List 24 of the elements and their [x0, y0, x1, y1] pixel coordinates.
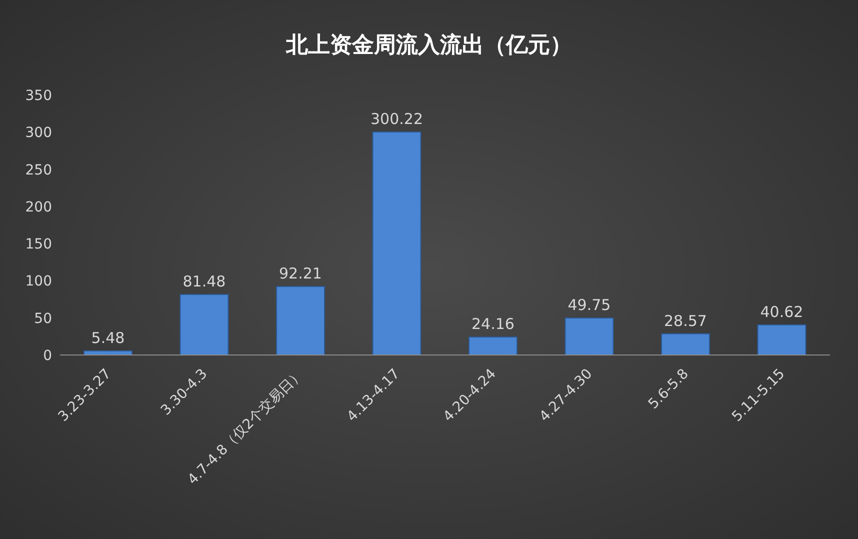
- bar: [372, 131, 422, 355]
- data-label: 49.75: [568, 296, 611, 314]
- y-tick-label: 250: [25, 162, 52, 178]
- bar: [468, 336, 518, 355]
- y-tick-label: 350: [25, 88, 52, 104]
- bar: [180, 294, 229, 355]
- chart-title: 北上资金周流入流出（亿元）: [284, 32, 573, 60]
- y-tick-label: 200: [25, 199, 52, 216]
- data-label: 24.16: [472, 315, 514, 334]
- data-label: 92.21: [279, 264, 322, 282]
- data-label: 5.48: [91, 328, 125, 347]
- bar: [661, 333, 710, 355]
- data-label: 28.57: [664, 312, 707, 330]
- bar: [757, 324, 806, 355]
- bar: [564, 318, 614, 355]
- y-tick-label: 50: [34, 310, 52, 327]
- bar: [276, 286, 325, 355]
- data-label: 300.22: [370, 110, 423, 128]
- data-label: 40.62: [760, 302, 804, 321]
- data-label: 81.48: [182, 272, 226, 290]
- y-tick-label: 0: [43, 348, 52, 364]
- y-tick-label: 150: [25, 236, 52, 253]
- y-tick-label: 300: [25, 125, 52, 142]
- y-tick-label: 100: [25, 274, 52, 290]
